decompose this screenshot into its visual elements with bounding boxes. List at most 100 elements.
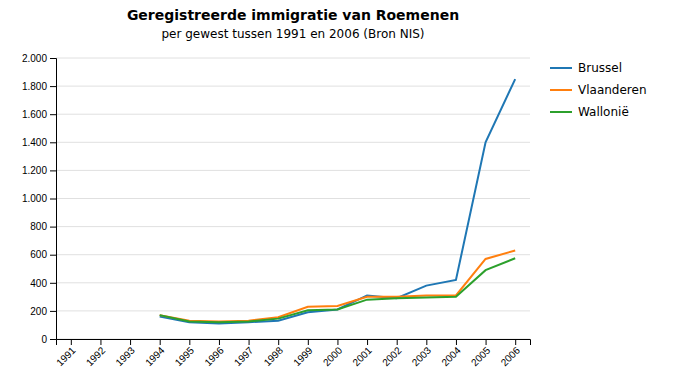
- legend-item: Wallonië: [550, 105, 629, 119]
- x-tick: 1995: [173, 339, 197, 368]
- y-tick: 2.000: [22, 53, 56, 64]
- y-tick-mark: [50, 58, 56, 59]
- x-tick-label: 2004: [439, 344, 463, 368]
- x-tick-label: 2000: [321, 344, 345, 368]
- x-tick-label: 1995: [173, 344, 197, 368]
- x-tick: 2000: [321, 339, 345, 368]
- y-tick-mark: [50, 311, 56, 312]
- y-axis-line: [50, 59, 57, 340]
- x-tick: 1998: [262, 339, 286, 368]
- x-tick-label: 1998: [262, 344, 286, 368]
- grid-line: [56, 254, 530, 255]
- legend-swatch: [550, 111, 572, 113]
- x-tick-mark: [337, 339, 338, 345]
- y-tick-mark: [50, 255, 56, 256]
- y-tick: 200: [30, 306, 56, 317]
- x-tick: 1993: [113, 339, 137, 368]
- y-tick: 1.000: [22, 193, 56, 204]
- grid-line: [56, 86, 530, 87]
- legend: Brussel Vlaanderen Wallonië: [550, 61, 647, 119]
- x-tick-mark: [160, 339, 161, 345]
- x-tick-label: 2006: [499, 344, 523, 368]
- y-tick-label: 1.400: [22, 137, 47, 148]
- x-tick-label: 1993: [113, 344, 137, 368]
- x-tick-label: 1997: [232, 344, 256, 368]
- x-tick-label: 1999: [291, 344, 315, 368]
- legend-item: Vlaanderen: [550, 83, 647, 97]
- x-tick: 2003: [410, 339, 434, 368]
- y-tick-label: 1.600: [22, 109, 47, 120]
- legend-label: Brussel: [578, 61, 622, 75]
- x-tick: 1992: [84, 339, 108, 368]
- x-tick-mark: [278, 339, 279, 345]
- x-tick: 1994: [143, 339, 167, 368]
- y-tick: 800: [30, 221, 56, 232]
- x-tick-mark: [308, 339, 309, 345]
- legend-label: Wallonië: [578, 105, 629, 119]
- y-tick: 600: [30, 249, 56, 260]
- y-tick-mark: [50, 227, 56, 228]
- x-tick-label: 1994: [143, 344, 167, 368]
- grid-line: [56, 282, 530, 283]
- grid-line: [56, 142, 530, 143]
- x-tick-label: 1992: [84, 344, 108, 368]
- x-tick-label: 2001: [350, 344, 374, 368]
- y-tick: 0: [41, 334, 56, 345]
- y-axis: 0 200 400 600 800 1.000 1.200 1.400 1.600 1.800 2.…: [22, 53, 57, 345]
- grid-line: [56, 198, 530, 199]
- y-tick-label: 1.000: [22, 193, 47, 204]
- legend-swatch: [550, 89, 572, 91]
- x-tick: 1996: [202, 339, 226, 368]
- legend-swatch: [550, 67, 572, 69]
- plot: 0 200 400 600 800 1.000 1.200 1.400 1.600 1.800 2.…: [22, 53, 531, 368]
- chart: Geregistreerde immigratie van Roemenen pe…: [0, 0, 690, 389]
- legend-item: Brussel: [550, 61, 622, 75]
- y-tick: 400: [30, 278, 56, 289]
- lines: [160, 79, 516, 323]
- x-tick-mark: [219, 339, 220, 345]
- y-tick-mark: [50, 199, 56, 200]
- x-tick: 1991: [54, 339, 78, 368]
- legend-label: Vlaanderen: [578, 83, 647, 97]
- subtitle: per gewest tussen 1991 en 2006 (Bron NIS…: [161, 27, 424, 41]
- series-line: [160, 250, 516, 321]
- y-tick-label: 1.200: [22, 165, 47, 176]
- y-tick-mark: [50, 114, 56, 115]
- x-tick-mark: [456, 339, 457, 345]
- grid: [56, 58, 530, 339]
- grid-line: [56, 170, 530, 171]
- title: Geregistreerde immigratie van Roemenen: [127, 7, 459, 23]
- y-tick-label: 200: [30, 306, 47, 317]
- y-tick-mark: [50, 170, 56, 171]
- grid-line: [56, 226, 530, 227]
- x-tick-mark: [515, 339, 516, 345]
- x-tick-mark: [189, 339, 190, 345]
- y-tick-label: 1.800: [22, 81, 47, 92]
- y-tick-mark: [50, 142, 56, 143]
- x-tick-mark: [249, 339, 250, 345]
- x-tick-mark: [367, 339, 368, 345]
- y-tick-label: 0: [41, 334, 47, 345]
- y-tick-label: 800: [30, 221, 47, 232]
- x-tick: 1999: [291, 339, 315, 368]
- y-tick: 1.600: [22, 109, 56, 120]
- x-tick-label: 2005: [469, 344, 493, 368]
- y-tick: 1.200: [22, 165, 56, 176]
- x-tick: 2005: [469, 339, 493, 368]
- x-tick: 2006: [499, 339, 523, 368]
- x-tick-mark: [71, 339, 72, 345]
- y-tick: 1.800: [22, 81, 56, 92]
- x-tick-mark: [397, 339, 398, 345]
- y-tick-label: 400: [30, 278, 47, 289]
- y-tick-mark: [50, 283, 56, 284]
- series-line: [160, 79, 516, 323]
- grid-line: [56, 114, 530, 115]
- x-tick-label: 2002: [380, 344, 404, 368]
- x-axis: 1991199219931994199519961997199819992000…: [54, 339, 530, 368]
- y-tick-label: 600: [30, 249, 47, 260]
- x-axis-line: [57, 340, 531, 346]
- y-tick: 1.400: [22, 137, 56, 148]
- series-line: [160, 258, 516, 322]
- x-tick: 2004: [439, 339, 463, 368]
- x-tick-label: 2003: [410, 344, 434, 368]
